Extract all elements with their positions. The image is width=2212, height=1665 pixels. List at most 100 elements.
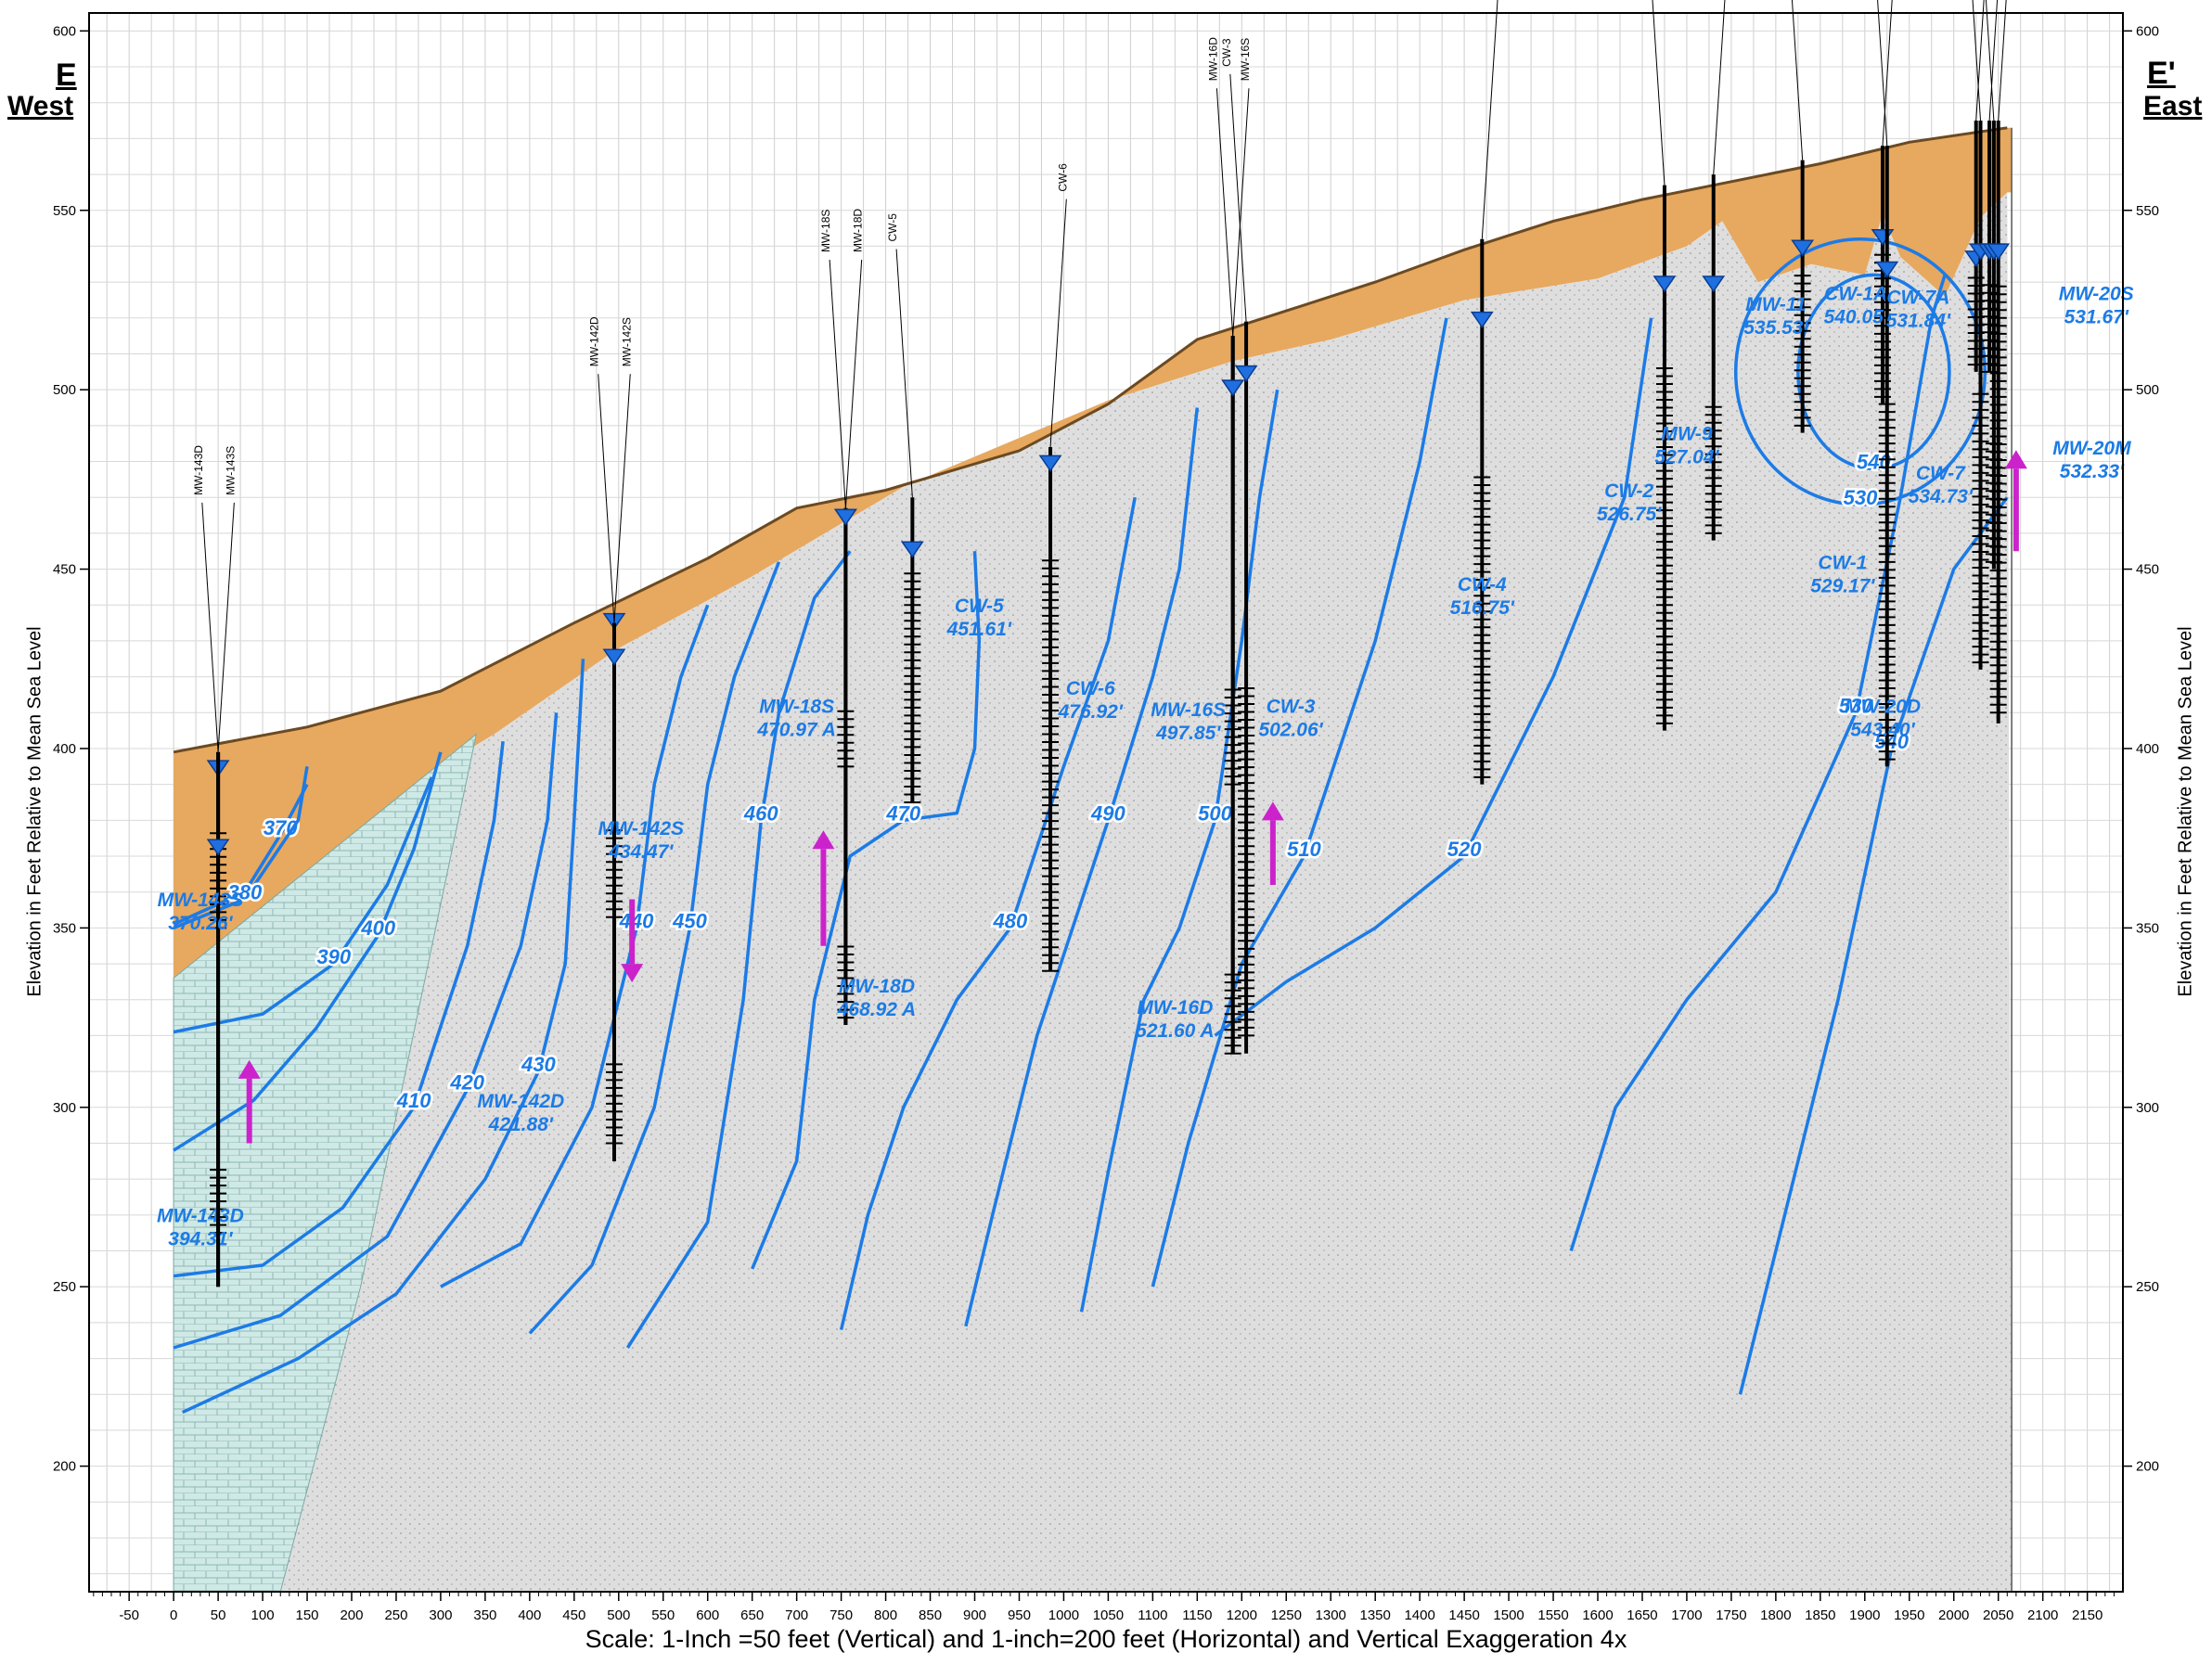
well-label-CW-2: CW-2 526.75' <box>1597 480 1662 525</box>
well-label-head: 527.04' <box>1654 446 1719 467</box>
x-tick-label: 1600 <box>1582 1607 1613 1623</box>
x-tick-label: 700 <box>785 1607 808 1623</box>
well-leader-line <box>1975 0 1985 122</box>
contour-line-450 <box>528 561 781 1335</box>
well-label-head: 470.97 A <box>756 719 835 740</box>
well-label-MW-142D: MW-142D 421.88' <box>477 1091 564 1135</box>
water-level-marker <box>1702 275 1726 293</box>
contour-label-390: 390 <box>316 945 351 968</box>
x-tick-label: 1050 <box>1093 1607 1124 1623</box>
well-label-name: MW-9 <box>1661 423 1713 444</box>
contour-line-440 <box>440 604 710 1288</box>
well-label-name: MW-20S <box>2059 283 2134 304</box>
contour-label-530: 530 <box>1839 694 1873 717</box>
contour-label-450: 450 <box>672 909 707 932</box>
x-tick-label: 1700 <box>1671 1607 1702 1623</box>
well-label-MW-143S: MW-143S 370.26' <box>158 890 244 934</box>
x-tick-label: 1300 <box>1316 1607 1346 1623</box>
x-tick-label: 150 <box>296 1607 319 1623</box>
well-name-MW-142S: MW-142S <box>620 317 633 366</box>
x-tick-label: 50 <box>211 1607 226 1623</box>
x-tick-label: 750 <box>830 1607 853 1623</box>
well-label-head: 535.53' <box>1743 317 1808 339</box>
well-label-head: 521.60 A <box>1136 1020 1214 1042</box>
well-leader-line <box>201 502 219 752</box>
water-level-marker <box>1038 455 1062 472</box>
gradient-arrow-head <box>1261 801 1284 821</box>
well-name-MW-18D: MW-18D <box>852 209 865 252</box>
well-label-MW-16D: MW-16D 521.60 A <box>1136 997 1214 1042</box>
x-tick-label: 1500 <box>1493 1607 1524 1623</box>
well-leader-line <box>829 260 846 508</box>
contour-line-420 <box>173 712 559 1350</box>
contour-line-490 <box>964 407 1200 1327</box>
well-label-head: 468.92 A <box>837 999 916 1020</box>
x-tick-label: 1900 <box>1849 1607 1880 1623</box>
well-label-head: 502.06' <box>1258 719 1323 740</box>
well-name-CW-6: CW-6 <box>1056 163 1069 192</box>
well-label-name: MW-16D <box>1137 997 1213 1018</box>
well-leader-line <box>1972 0 1982 122</box>
x-tick-label: 1150 <box>1182 1607 1212 1623</box>
x-tick-label: 950 <box>1008 1607 1031 1623</box>
contour-mound-540 <box>1796 273 1951 471</box>
well-leader-line <box>1877 0 1888 147</box>
well-leader-line <box>895 249 913 498</box>
water-level-marker <box>900 541 924 558</box>
x-tick-label: 400 <box>518 1607 541 1623</box>
contour-line-510 <box>1151 317 1448 1287</box>
vertical-gradient-arrows <box>238 450 2027 1144</box>
well-label-head: 434.47' <box>608 841 674 863</box>
well-name-CW-5: CW-5 <box>886 213 899 242</box>
well-leader-line <box>1998 0 2007 122</box>
well-label-head: 516.75' <box>1450 597 1515 619</box>
well-name-MW-16D: MW-16D <box>1206 37 1219 81</box>
x-tick-label: 250 <box>384 1607 407 1623</box>
well-label-MW-18S: MW-18S 470.97 A <box>756 696 835 740</box>
x-tick-label: -50 <box>119 1607 139 1623</box>
y-tick-label-left: 400 <box>53 741 76 757</box>
x-tick-label: 800 <box>874 1607 897 1623</box>
x-tick-label: 450 <box>562 1607 585 1623</box>
well-label-head: 451.61' <box>946 619 1012 640</box>
x-tick-label: 1650 <box>1627 1607 1657 1623</box>
y-tick-label-left: 250 <box>53 1279 76 1295</box>
well-label-head: 394.31' <box>168 1229 233 1250</box>
y-tick-label-right: 350 <box>2136 920 2159 936</box>
well-label-CW-4: CW-4 516.75' <box>1450 574 1515 619</box>
well-name-MW-16S: MW-16S <box>1239 38 1252 81</box>
water-level-marker <box>206 839 230 856</box>
x-tick-label: 1000 <box>1048 1607 1079 1623</box>
x-tick-label: 1800 <box>1760 1607 1791 1623</box>
well-label-MW-20S: MW-20S 531.67' <box>2059 283 2134 327</box>
x-tick-label: 500 <box>607 1607 630 1623</box>
well-label-CW-7: CW-7 534.73' <box>1909 463 1974 507</box>
well-label-MW-9: MW-9 527.04' <box>1654 423 1719 467</box>
gradient-arrow-head <box>812 830 835 850</box>
well-label-name: CW-4 <box>1458 574 1507 596</box>
x-tick-label: 1450 <box>1448 1607 1479 1623</box>
well-label-name: MW-20M <box>2052 438 2131 459</box>
well-label-name: CW-1 <box>1818 553 1867 574</box>
well-name-MW-143D: MW-143D <box>192 445 205 495</box>
well-leader-line <box>1215 88 1234 337</box>
well-label-name: CW-3 <box>1267 696 1316 717</box>
well-label-head: 370.26' <box>168 913 233 934</box>
contour-line-530 <box>1569 274 1947 1252</box>
contour-line-400 <box>173 751 443 1152</box>
contour-line-500 <box>1079 389 1280 1313</box>
well-leader-line <box>1229 73 1247 322</box>
water-level-marker <box>1987 243 2011 261</box>
contour-label-490: 490 <box>1090 801 1125 825</box>
x-tick-label: 600 <box>696 1607 719 1623</box>
contour-label-470: 470 <box>885 801 920 825</box>
gradient-arrow-head <box>238 1059 261 1079</box>
contour-line-370 <box>173 783 309 927</box>
water-level-marker <box>1875 261 1899 278</box>
well-label-head: 534.73' <box>1909 486 1974 507</box>
well-leader-line <box>1652 0 1665 186</box>
well-leader-line <box>1713 0 1726 175</box>
well-label-head: 543.40' <box>1850 719 1915 740</box>
contour-line-520 <box>1214 317 1653 1037</box>
